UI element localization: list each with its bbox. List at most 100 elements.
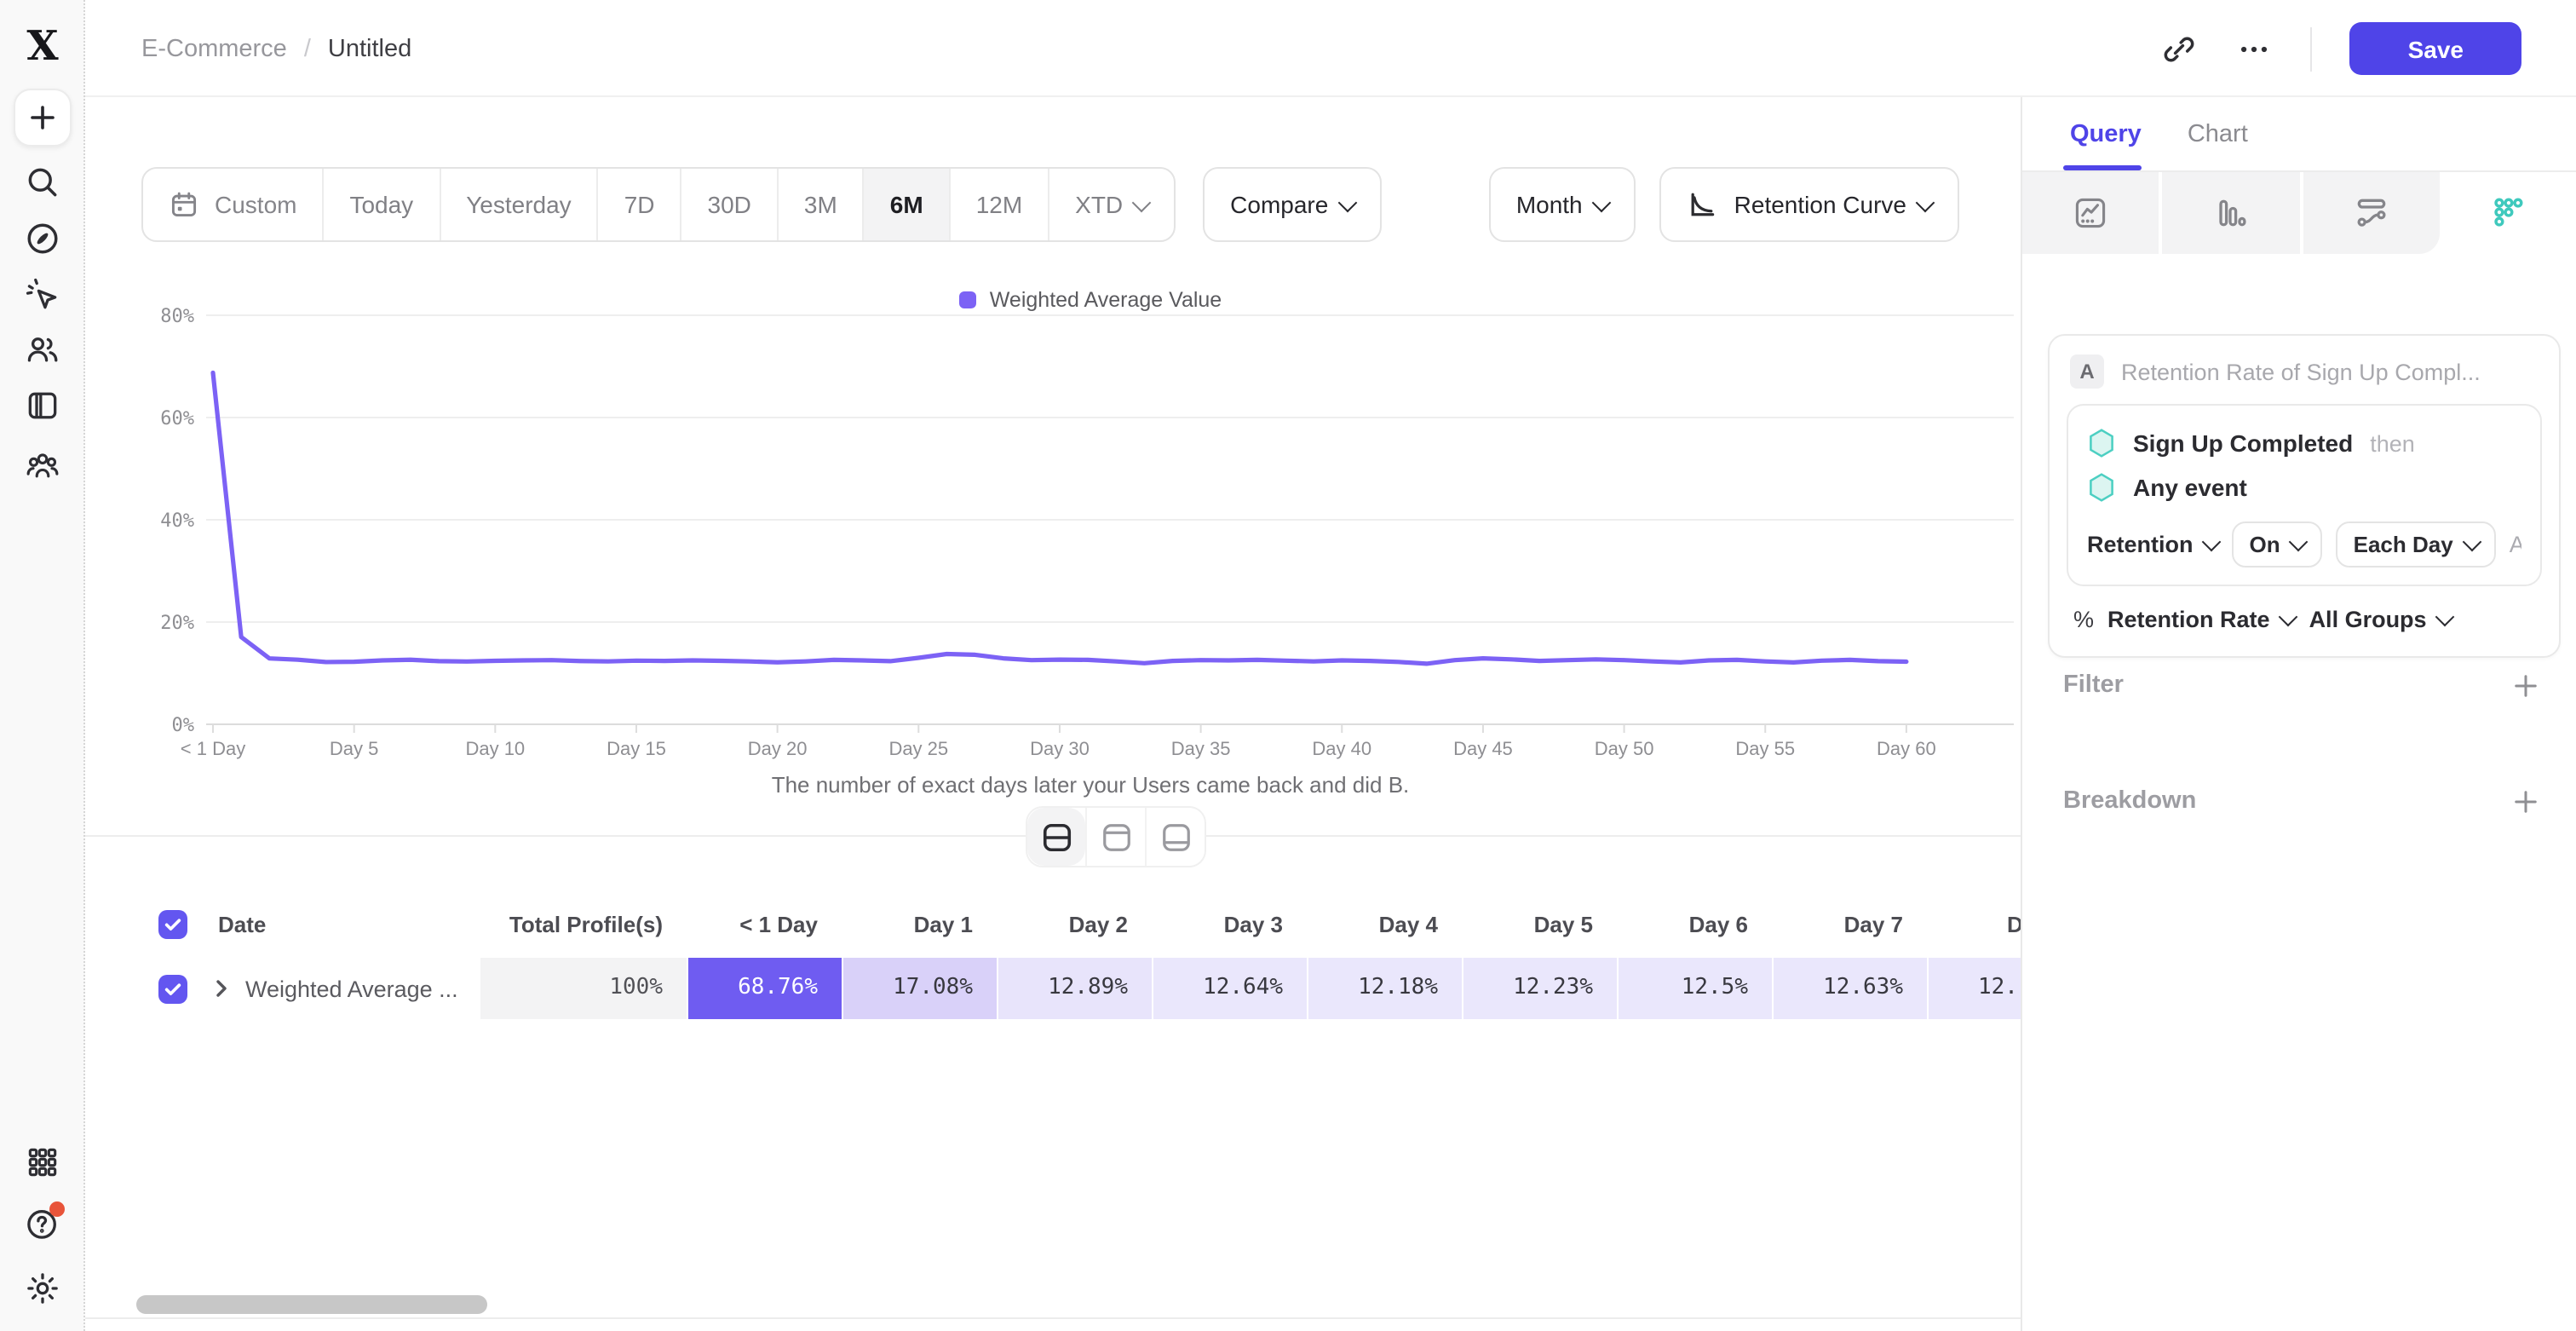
range-yesterday[interactable]: Yesterday: [439, 169, 597, 240]
chevron-down-icon: [1337, 192, 1357, 212]
add-breakdown-button[interactable]: [2513, 788, 2539, 814]
svg-text:Day 25: Day 25: [888, 738, 948, 759]
svg-text:Day 5: Day 5: [330, 738, 378, 759]
tab-query[interactable]: Query: [2070, 120, 2142, 147]
view-toggle-group: [1026, 806, 1206, 867]
table-cell: 12.63%: [1772, 958, 1927, 1019]
range-30d[interactable]: 30D: [680, 169, 777, 240]
svg-text:60%: 60%: [160, 408, 194, 429]
svg-text:Day 45: Day 45: [1453, 738, 1513, 759]
query-card: A Retention Rate of Sign Up Compl... Sig…: [2048, 334, 2561, 658]
range-12m[interactable]: 12M: [948, 169, 1048, 240]
event-row[interactable]: Any event: [2087, 465, 2521, 510]
help-icon[interactable]: [24, 1201, 65, 1242]
svg-text:Day 35: Day 35: [1171, 738, 1231, 759]
range-7d[interactable]: 7D: [596, 169, 681, 240]
top-header: E-Commerce / Untitled Save: [85, 0, 2576, 97]
brand-logo-icon[interactable]: X: [26, 20, 59, 70]
compare-label: Compare: [1230, 191, 1329, 218]
add-filter-button[interactable]: [2513, 672, 2539, 698]
funnels-icon[interactable]: [2162, 172, 2303, 254]
table-cell: 12.64%: [1152, 958, 1307, 1019]
row-checkbox[interactable]: [158, 974, 187, 1003]
add-icon: [2515, 790, 2537, 812]
svg-text:20%: 20%: [160, 613, 194, 634]
column-header: Total Profile(s): [509, 911, 663, 936]
svg-text:0%: 0%: [172, 715, 195, 736]
range-custom[interactable]: Custom: [143, 169, 322, 240]
table-cell: 68.76%: [687, 958, 842, 1019]
report-content: Custom Today Yesterday 7D 30D 3M 6M 12M XTD Comp…: [85, 97, 2021, 1331]
chevron-down-icon: [1591, 192, 1611, 212]
row-expander-icon[interactable]: [211, 978, 232, 999]
horizontal-scrollbar-thumb[interactable]: [136, 1295, 487, 1314]
svg-text:Day 40: Day 40: [1312, 738, 1371, 759]
tab-chart[interactable]: Chart: [2187, 120, 2248, 147]
chart-type-button[interactable]: Retention Curve: [1659, 167, 1959, 242]
retention-line-chart[interactable]: 0% 20% 40% 60% 80% < 1 Day Day 5 Day 10 Day 15 Da…: [153, 302, 2021, 765]
svg-text:< 1 Day: < 1 Day: [181, 738, 245, 759]
insights-icon[interactable]: [2022, 172, 2163, 254]
section-filter: Filter: [2063, 665, 2539, 706]
eachday-dropdown[interactable]: Each Day: [2336, 521, 2496, 568]
select-all-checkbox[interactable]: [158, 909, 187, 938]
granularity-button[interactable]: Month: [1488, 167, 1636, 242]
breadcrumb-title[interactable]: Untitled: [327, 35, 412, 62]
table-cell: 12.23%: [1462, 958, 1617, 1019]
cursor-sparkle-icon[interactable]: [24, 276, 61, 314]
compass-icon[interactable]: [24, 220, 61, 257]
active-tab-underline: [2063, 165, 2142, 170]
chart-caption: The number of exact days later your User…: [771, 772, 1410, 798]
cohorts-icon[interactable]: [24, 447, 61, 484]
retention-controls-row: Retention On Each Day Adv...: [2087, 521, 2521, 568]
retention-table: Date Total Profile(s) < 1 Day Day 1 Day 2 Da…: [141, 900, 2021, 1019]
copy-link-icon[interactable]: [2161, 30, 2199, 67]
measure-dropdown[interactable]: Retention Rate: [2107, 607, 2298, 632]
svg-text:Day 30: Day 30: [1030, 738, 1090, 759]
retention-icon[interactable]: [2439, 172, 2576, 254]
svg-text:Day 60: Day 60: [1877, 738, 1936, 759]
range-today[interactable]: Today: [322, 169, 439, 240]
split-view-toggle[interactable]: [1027, 808, 1085, 866]
chart-type-label: Retention Curve: [1734, 191, 1906, 218]
boards-icon[interactable]: [24, 387, 61, 424]
row-label: Weighted Average ...: [245, 976, 458, 1001]
breadcrumb-project[interactable]: E-Commerce: [141, 35, 287, 62]
retention-dropdown[interactable]: Retention: [2087, 532, 2222, 557]
chart-only-view-toggle[interactable]: [1085, 808, 1145, 866]
event-card: Sign Up Completed then Any event Retention O…: [2067, 404, 2542, 586]
save-button[interactable]: Save: [2349, 22, 2521, 75]
legend-swatch: [958, 291, 976, 308]
create-button[interactable]: [14, 89, 72, 147]
flows-icon[interactable]: [2303, 172, 2440, 254]
svg-text:Day 10: Day 10: [465, 738, 525, 759]
column-header: Day 2: [1068, 911, 1128, 936]
table-cell: 17.08%: [842, 958, 997, 1019]
query-title[interactable]: Retention Rate of Sign Up Compl...: [2121, 359, 2481, 384]
column-header: Day 5: [1533, 911, 1593, 936]
chart-legend[interactable]: Weighted Average Value: [153, 288, 2021, 312]
breadcrumb: E-Commerce / Untitled: [141, 0, 411, 97]
header-actions: Save: [2161, 0, 2521, 97]
range-6m[interactable]: 6M: [862, 169, 949, 240]
users-icon[interactable]: [24, 331, 61, 368]
groups-dropdown[interactable]: All Groups: [2309, 607, 2455, 632]
plus-icon: [31, 106, 55, 130]
granularity-label: Month: [1515, 191, 1583, 218]
apps-grid-icon[interactable]: [24, 1144, 61, 1181]
more-menu-icon[interactable]: [2236, 30, 2274, 67]
adv-dropdown[interactable]: Adv...: [2510, 532, 2521, 557]
search-icon[interactable]: [24, 164, 61, 201]
settings-gear-icon[interactable]: [24, 1270, 61, 1307]
horizontal-scrollbar-track: [85, 1317, 2021, 1319]
compare-button[interactable]: Compare: [1203, 167, 1382, 242]
column-header: Day 6: [1688, 911, 1748, 936]
event-hexagon-icon: [2090, 473, 2113, 502]
range-xtd[interactable]: XTD: [1048, 169, 1174, 240]
event-row[interactable]: Sign Up Completed then: [2087, 421, 2521, 465]
column-header: Day 3: [1223, 911, 1283, 936]
table-only-view-toggle[interactable]: [1145, 808, 1205, 866]
range-3m[interactable]: 3M: [776, 169, 863, 240]
on-dropdown[interactable]: On: [2232, 521, 2323, 568]
svg-text:Day 50: Day 50: [1595, 738, 1654, 759]
